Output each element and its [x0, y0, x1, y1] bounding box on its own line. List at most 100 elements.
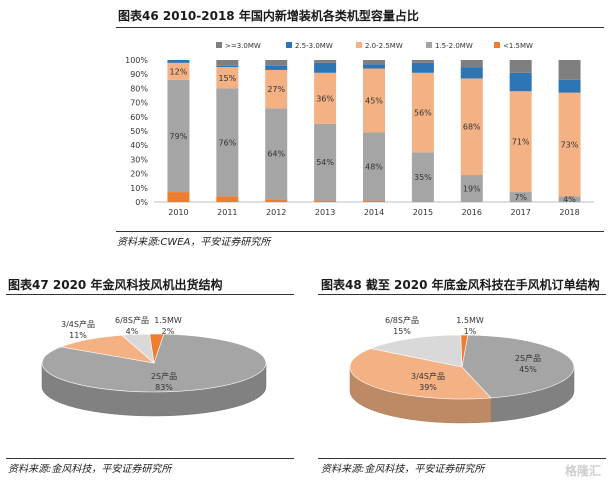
chart46-top-rule — [116, 27, 604, 28]
watermark-logo: 格隆汇 — [564, 464, 601, 478]
pie-slice-value: 1% — [464, 327, 477, 336]
bar-segment — [411, 72, 434, 153]
bar-segment — [363, 60, 385, 65]
x-tick-label: 2012 — [266, 208, 286, 217]
bar-data-label: 79% — [170, 132, 188, 141]
pie-slice — [460, 334, 469, 368]
y-tick-label: 70% — [130, 99, 148, 108]
bar-data-label: 54% — [316, 158, 334, 167]
bar-segment — [265, 69, 288, 109]
pie-slice-name: 2S产品 — [515, 353, 541, 363]
chart47-pie-chart: 2S产品 83% 3/4S产品 11% 6/8S产品 4% 1.5MW 2% — [41, 315, 267, 417]
bar-segment — [558, 196, 581, 202]
y-tick-label: 60% — [130, 113, 148, 122]
y-tick-label: 10% — [130, 184, 148, 193]
legend-swatch — [494, 42, 500, 48]
bar-segment — [509, 60, 532, 73]
pie-slice — [369, 334, 463, 368]
chart48-source: 资料来源:金风科技，平安证券研究所 — [321, 464, 485, 475]
pie-slice — [59, 334, 156, 364]
bar-segment — [314, 60, 337, 63]
bar-segment — [216, 67, 239, 89]
chart47-source: 资料来源:金风科技，平安证券研究所 — [8, 464, 172, 475]
bar-segment — [558, 92, 581, 197]
pie-slice-value: 2% — [162, 327, 175, 336]
y-tick-label: 30% — [130, 155, 148, 164]
x-tick-label: 2010 — [168, 208, 188, 217]
bar-segment — [216, 60, 239, 66]
bar-segment — [167, 192, 190, 202]
bar-segment — [363, 132, 385, 201]
bar-segment — [216, 196, 239, 202]
bar-data-label: 45% — [365, 96, 383, 105]
pie-slice-value: 45% — [519, 365, 537, 374]
bar-segment — [314, 62, 337, 73]
bar-segment — [509, 91, 532, 193]
bar-segment — [411, 62, 434, 73]
y-tick-label: 50% — [130, 127, 148, 136]
x-tick-label: 2013 — [315, 208, 335, 217]
bar-segment — [363, 64, 385, 69]
bar-segment — [216, 88, 239, 197]
bar-data-label: 71% — [512, 138, 530, 147]
bar-data-label: 7% — [514, 193, 527, 202]
bar-segment — [558, 79, 581, 93]
bar-segment — [265, 108, 288, 200]
x-tick-label: 2016 — [462, 208, 482, 217]
bar-segment — [460, 175, 483, 202]
x-tick-label: 2018 — [559, 208, 579, 217]
bar-data-label: 73% — [561, 140, 579, 149]
pie-slice-value: 83% — [155, 383, 173, 392]
chart47-top-rule — [6, 294, 294, 295]
chart48-title: 图表48 截至 2020 年底金风科技在手风机订单结构 — [321, 278, 600, 292]
bar-segment — [558, 60, 581, 80]
pie-slice-value: 4% — [126, 327, 139, 336]
bar-segment — [314, 123, 337, 201]
y-tick-label: 90% — [130, 70, 148, 79]
pie-slice — [461, 334, 575, 399]
bar-data-label: 76% — [218, 138, 236, 147]
chart46-bar-chart: 0% 10% 20% 30% 40% 50% 60% 70% 80% 90% 100% >=3.0MW… — [125, 42, 594, 217]
legend-label: 2.0-2.5MW — [365, 42, 403, 50]
bar-data-label: 36% — [316, 94, 334, 103]
bar-segment — [509, 72, 532, 92]
legend-swatch — [286, 42, 292, 48]
legend-swatch — [426, 42, 432, 48]
chart48-top-rule — [318, 294, 606, 295]
bar-data-label: 56% — [414, 109, 432, 118]
y-tick-label: 40% — [130, 141, 148, 150]
bar-data-label: 48% — [365, 163, 383, 172]
chart46-bottom-rule — [116, 231, 604, 232]
bar-segment — [363, 200, 385, 202]
pie-slice-name: 1.5MW — [154, 316, 182, 325]
bar-segment — [314, 200, 337, 202]
y-tick-label: 100% — [125, 56, 148, 65]
bar-data-label: 35% — [414, 173, 432, 182]
bar-data-label: 4% — [563, 195, 576, 204]
legend-label: 1.5-2.0MW — [435, 42, 473, 50]
bar-segment — [363, 68, 385, 133]
chart47-title: 图表47 2020 年金风科技风机出货结构 — [8, 278, 223, 292]
x-tick-label: 2017 — [510, 208, 530, 217]
bar-segment — [411, 60, 434, 63]
bar-segment — [460, 78, 483, 176]
pie-slice — [149, 333, 165, 364]
chart46-title: 图表46 2010-2018 年国内新增装机各类机型容量占比 — [118, 9, 419, 23]
bar-segment — [265, 60, 288, 66]
x-tick-label: 2014 — [364, 208, 384, 217]
bar-segment — [411, 152, 434, 202]
bar-segment — [460, 67, 483, 79]
chart47-bottom-rule — [6, 458, 294, 459]
x-tick-label: 2015 — [413, 208, 433, 217]
bar-segment — [314, 72, 337, 124]
bar-segment — [167, 79, 190, 193]
y-tick-label: 80% — [130, 84, 148, 93]
bar-segment — [265, 65, 288, 70]
legend-swatch — [356, 42, 362, 48]
bar-segment — [509, 192, 532, 202]
bar-data-label: 27% — [267, 85, 285, 94]
bar-segment — [167, 62, 190, 80]
pie-slice-name: 2S产品 — [151, 371, 177, 381]
chart48-bottom-rule — [318, 458, 606, 459]
pie-slice — [349, 348, 492, 400]
